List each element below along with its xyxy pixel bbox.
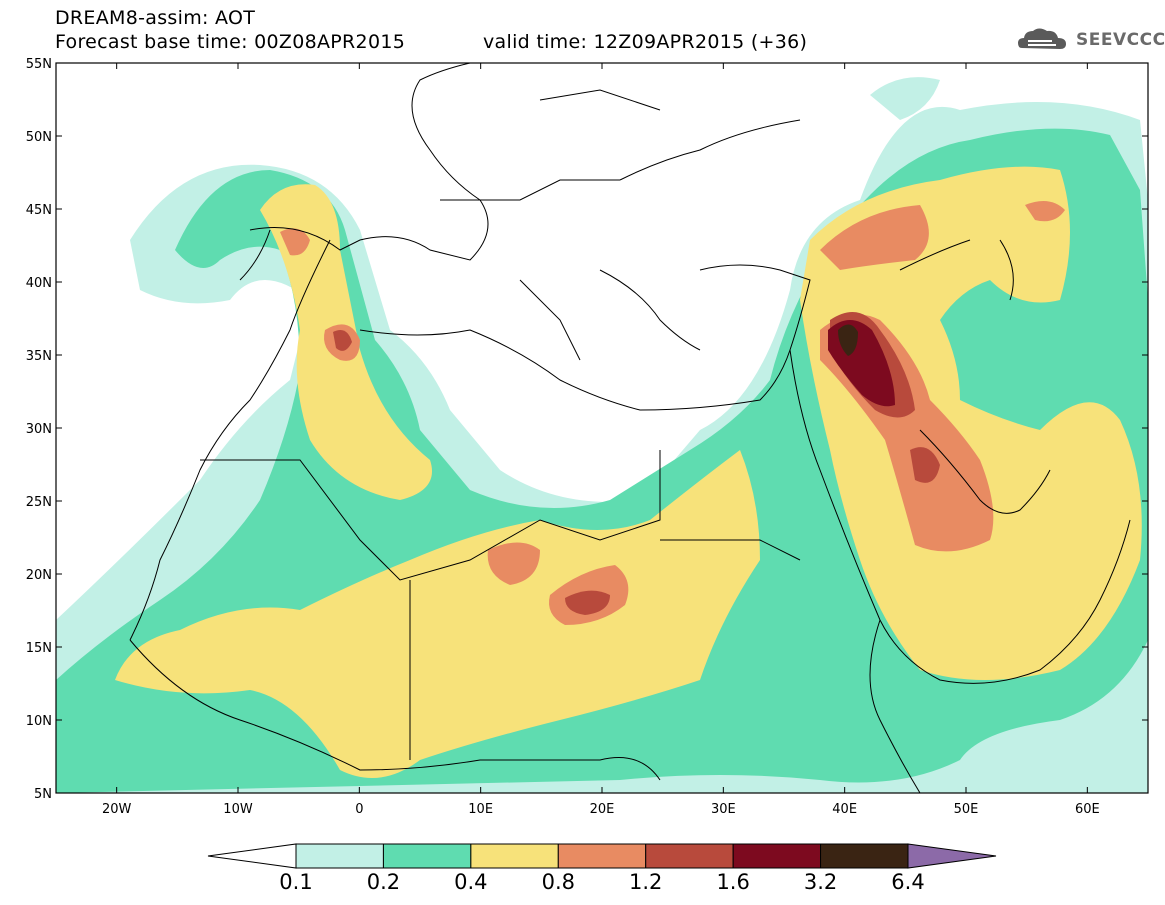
longitude-axis: 20W 10W 0 10E 20E 30E 40E 50E 60E <box>102 63 1100 817</box>
colorbar-segment <box>820 843 909 869</box>
lat-tick-label: 40N <box>26 276 52 291</box>
lat-tick-label: 55N <box>26 57 52 72</box>
lon-tick-label: 10E <box>468 802 493 817</box>
latitude-axis: 55N 50N 45N 40N 35N 30N 25N 20N 15N 10N 5N <box>26 57 1148 802</box>
cloud-icon <box>1018 28 1066 49</box>
colorbar-label: 1.2 <box>629 870 663 894</box>
colorbar-label: 0.2 <box>366 870 401 894</box>
colorbar-segment <box>645 843 734 869</box>
lon-tick-label: 10W <box>223 802 253 817</box>
lon-tick-label: 50E <box>954 802 979 817</box>
lat-tick-label: 45N <box>26 203 52 218</box>
lon-tick-label: 20E <box>590 802 615 817</box>
lat-tick-label: 5N <box>34 787 52 802</box>
colorbar-label: 3.2 <box>803 870 838 894</box>
lon-tick-label: 60E <box>1075 802 1100 817</box>
colorbar-label: 0.4 <box>454 870 488 894</box>
map-title: DREAM8-assim: AOT <box>55 7 256 29</box>
lat-tick-label: 50N <box>26 130 52 145</box>
lon-tick-label: 0 <box>355 802 363 817</box>
lon-tick-label: 20W <box>102 802 132 817</box>
lat-tick-label: 30N <box>26 422 52 437</box>
valid-time: valid time: 12Z09APR2015 (+36) <box>483 31 808 53</box>
colorbar-label: 1.6 <box>716 870 750 894</box>
colorbar-segment <box>382 843 472 869</box>
colorbar <box>207 843 997 869</box>
lon-tick-label: 40E <box>832 802 857 817</box>
colorbar-label: 0.8 <box>541 870 575 894</box>
colorbar-segment <box>557 843 647 869</box>
colorbar-over-arrow <box>907 843 997 869</box>
colorbar-segment <box>732 843 822 869</box>
forecast-base-time: Forecast base time: 00Z08APR2015 <box>55 31 406 53</box>
coastlines <box>129 63 1131 793</box>
lat-tick-label: 35N <box>26 349 52 364</box>
lat-tick-label: 10N <box>26 714 52 729</box>
colorbar-label: 0.1 <box>279 870 313 894</box>
lon-tick-label: 30E <box>711 802 736 817</box>
lat-tick-label: 15N <box>26 641 52 656</box>
lat-tick-label: 25N <box>26 495 52 510</box>
aot-field <box>56 63 1148 793</box>
colorbar-segment <box>470 843 559 869</box>
colorbar-segment <box>295 843 384 869</box>
lat-tick-label: 20N <box>26 568 52 583</box>
colorbar-label: 6.4 <box>891 870 925 894</box>
logo-text: SEEVCCC <box>1076 30 1165 50</box>
colorbar-under-arrow <box>207 843 297 869</box>
